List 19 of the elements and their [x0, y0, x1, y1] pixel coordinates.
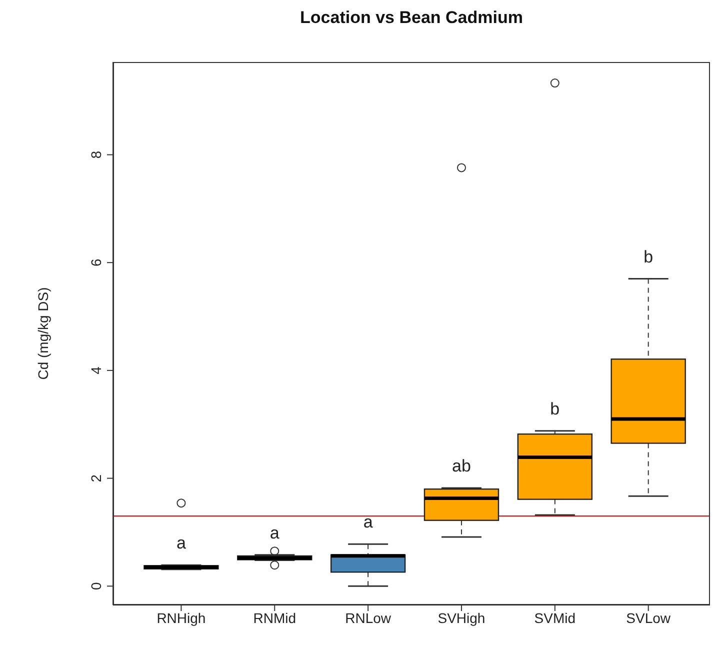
y-axis-title: Cd (mg/kg DS) [34, 287, 51, 380]
annotation: b [550, 399, 560, 418]
annotation: a [176, 534, 186, 553]
x-tick-label: SVHigh [438, 610, 486, 626]
x-tick-label: RNMid [253, 610, 296, 626]
y-tick-label: 2 [88, 474, 104, 482]
x-tick-label: SVLow [626, 610, 672, 626]
annotation: b [644, 247, 654, 266]
y-tick-label: 0 [88, 582, 104, 590]
x-tick-label: RNHigh [156, 610, 206, 626]
chart-title: Location vs Bean Cadmium [299, 8, 524, 28]
y-tick-label: 4 [88, 366, 104, 374]
x-tick-label: RNLow [345, 610, 392, 626]
x-tick-label: SVMid [534, 610, 576, 626]
annotation: a [363, 512, 374, 532]
annotation: a [270, 523, 280, 542]
annotation: ab [452, 456, 471, 476]
y-tick-label: 8 [88, 150, 104, 159]
y-tick-label: 6 [88, 258, 104, 266]
